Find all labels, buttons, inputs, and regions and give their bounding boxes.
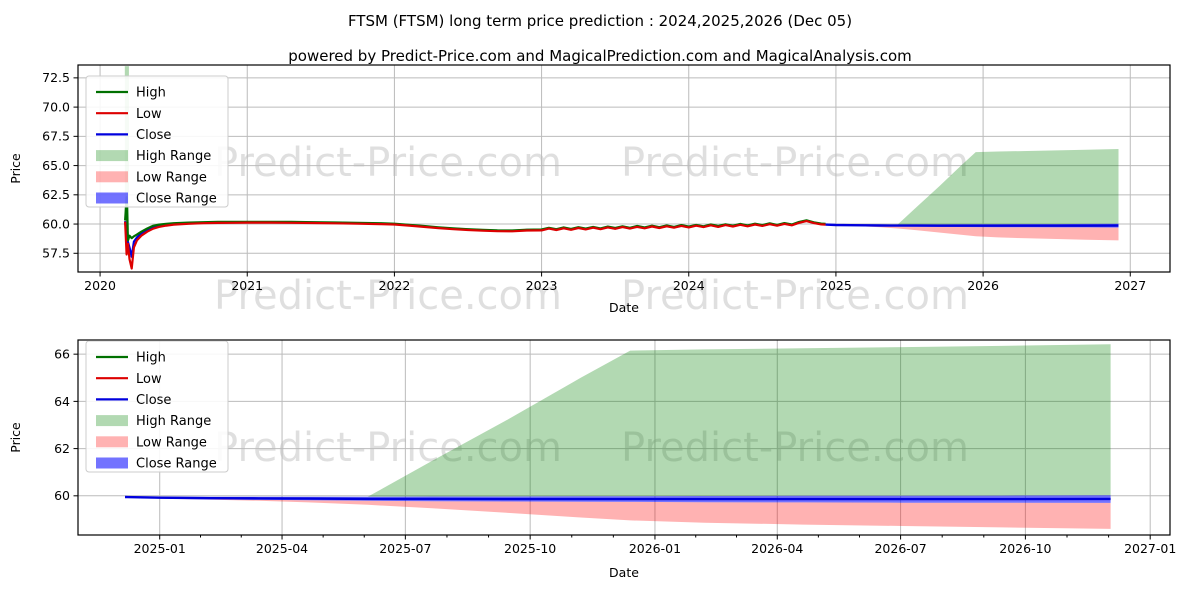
- axis-spines: [77, 64, 1171, 273]
- legend-patch-sample: [96, 150, 128, 162]
- legend: High Low Close High Range Low Range Close Ran…: [85, 75, 229, 208]
- x-tick-label: 2025-01: [134, 541, 186, 556]
- low-range-band: [825, 225, 1119, 241]
- x-tick-label: 2023: [526, 278, 558, 293]
- x-tick-label: 2021: [231, 278, 263, 293]
- legend-label: High: [136, 86, 166, 101]
- x-tick-label: 2024: [673, 278, 705, 293]
- legend-item-high-range: High Range: [96, 414, 211, 429]
- x-tick-label: 2026-04: [751, 541, 803, 556]
- y-tick-label: 60: [54, 488, 70, 503]
- grid: [78, 65, 1170, 272]
- legend-patch-sample: [96, 457, 128, 469]
- y-tick-label: 65.0: [42, 158, 70, 173]
- y-tick-label: 62: [54, 441, 70, 456]
- y-tick-label: 70.0: [42, 99, 70, 114]
- x-tick-label: 2027-01: [1124, 541, 1176, 556]
- low-line: [124, 220, 826, 270]
- low-range-band: [125, 497, 1111, 529]
- legend-label: Close Range: [136, 192, 217, 207]
- watermark-text: Predict-Price.com: [621, 273, 969, 319]
- close-line-prediction: [825, 223, 1119, 227]
- tick-marks: [73, 77, 1131, 277]
- watermark-text: Predict-Price.com: [621, 140, 969, 186]
- price-history-chart: Predict-Price.com Predict-Price.com Predic…: [8, 64, 1171, 319]
- x-tick-label: 2025: [820, 278, 852, 293]
- legend-item-high: High: [96, 86, 166, 101]
- x-tick-label: 2026: [967, 278, 999, 293]
- legend-item-close: Close: [96, 393, 171, 408]
- legend-label: Low Range: [136, 435, 207, 450]
- y-tick-label: 67.5: [42, 129, 70, 144]
- x-tick-label: 2025-07: [379, 541, 431, 556]
- x-axis-label: Date: [609, 300, 639, 315]
- legend-patch-sample: [96, 192, 128, 204]
- y-tick-label: 64: [54, 394, 70, 409]
- y-axis-label: Price: [8, 153, 23, 184]
- close-line-prediction: [124, 495, 1111, 501]
- legend-box: [85, 340, 229, 473]
- legend-item-close-range: Close Range: [96, 192, 217, 207]
- legend-patch-sample: [96, 436, 128, 448]
- x-tick-label: 2020: [84, 278, 116, 293]
- legend-patch-sample: [96, 415, 128, 427]
- legend-label: Close Range: [136, 457, 217, 472]
- watermark-text: Predict-Price.com: [214, 425, 562, 471]
- legend-item-close: Close: [96, 128, 171, 143]
- legend-label: Low: [136, 107, 162, 122]
- y-tick-label: 72.5: [42, 70, 70, 85]
- y-tick-label: 66: [54, 347, 70, 362]
- high-range-band: [825, 149, 1119, 225]
- y-tick-label: 62.5: [42, 187, 70, 202]
- prediction-zoom-chart: Predict-Price.com Predict-Price.com 2025-0…: [8, 339, 1176, 580]
- axis-spines: [77, 339, 1171, 536]
- x-tick-label: 2026-10: [999, 541, 1051, 556]
- x-tick-label: 2026-01: [629, 541, 681, 556]
- legend-label: Close: [136, 128, 171, 143]
- legend-item-close-range: Close Range: [96, 457, 217, 472]
- legend: High Low Close High Range Low Range Close Ran…: [85, 340, 229, 473]
- legend-box: [85, 75, 229, 208]
- legend-item-high: High: [96, 351, 166, 366]
- high-line: [124, 196, 826, 242]
- legend-patch-sample: [96, 171, 128, 183]
- watermark-text: Predict-Price.com: [621, 425, 969, 471]
- y-tick-label: 60.0: [42, 216, 70, 231]
- legend-label: High: [136, 351, 166, 366]
- legend-item-low: Low: [96, 372, 162, 387]
- high-range-band: [125, 344, 1111, 497]
- legend-item-high-range: High Range: [96, 149, 211, 164]
- x-tick-label: 2022: [379, 278, 411, 293]
- legend-item-low: Low: [96, 107, 162, 122]
- legend-label: High Range: [136, 414, 211, 429]
- x-tick-label: 2025-04: [256, 541, 308, 556]
- x-tick-label: 2027: [1114, 278, 1146, 293]
- legend-label: Low Range: [136, 170, 207, 185]
- x-tick-label: 2026-07: [874, 541, 926, 556]
- x-axis-label: Date: [609, 565, 639, 580]
- watermark-text: Predict-Price.com: [214, 273, 562, 319]
- watermark-text: Predict-Price.com: [214, 140, 562, 186]
- y-axis-label: Price: [8, 422, 23, 453]
- tick-marks: [73, 353, 1151, 540]
- chart-title: FTSM (FTSM) long term price prediction :…: [347, 12, 853, 30]
- legend-item-low-range: Low Range: [96, 170, 207, 185]
- legend-label: High Range: [136, 149, 211, 164]
- legend-label: Close: [136, 393, 171, 408]
- y-tick-label: 57.5: [42, 246, 70, 261]
- legend-item-low-range: Low Range: [96, 435, 207, 450]
- chart-subtitle: powered by Predict-Price.com and Magical…: [288, 47, 912, 65]
- legend-label: Low: [136, 372, 162, 387]
- x-tick-label: 2025-10: [504, 541, 556, 556]
